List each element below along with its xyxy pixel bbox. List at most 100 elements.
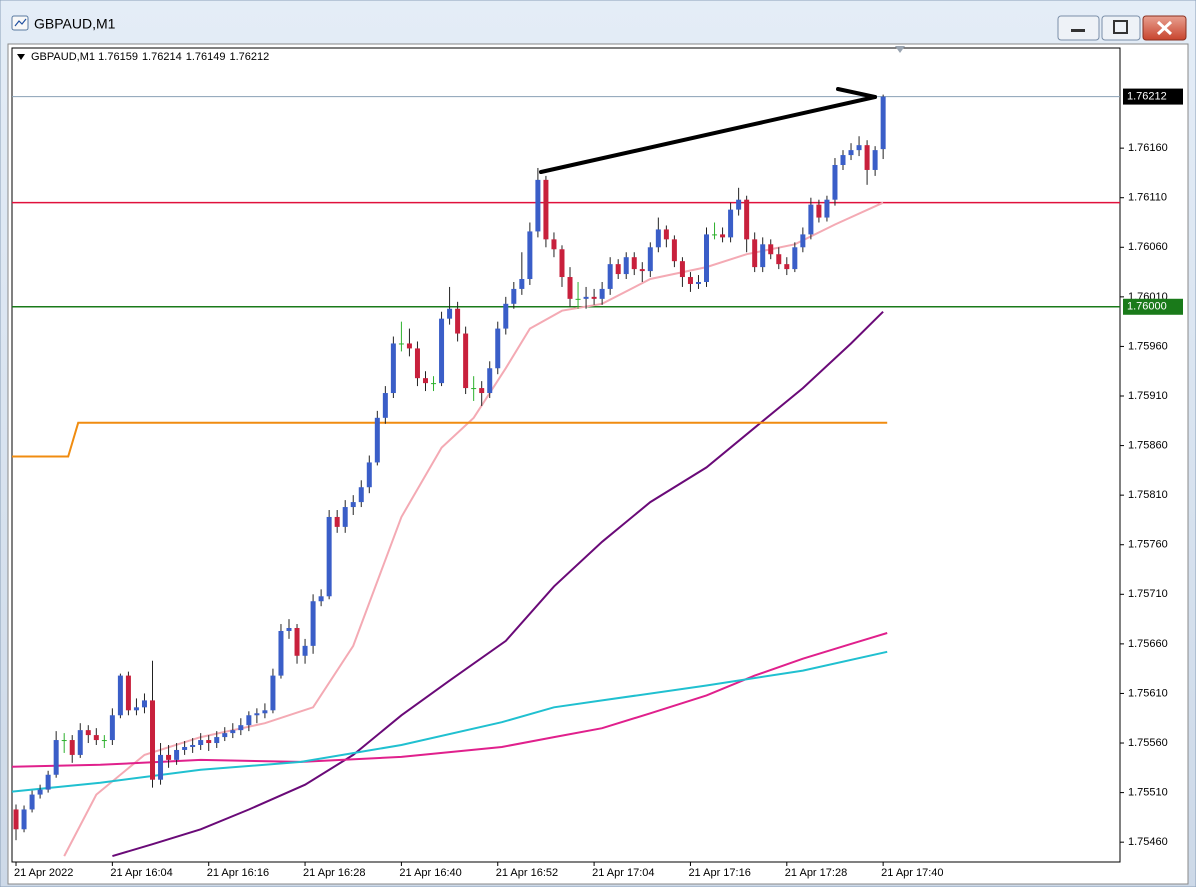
x-tick-label: 21 Apr 16:16 — [207, 867, 269, 879]
header-value: 1.76149 — [186, 51, 226, 63]
maximize-button[interactable] — [1101, 15, 1141, 41]
candle-body — [342, 507, 348, 527]
candle-body — [13, 809, 19, 830]
candle-body — [53, 740, 59, 775]
candle-body — [182, 746, 188, 750]
candle-body — [278, 630, 284, 676]
candle-body — [390, 343, 396, 394]
candle-body — [334, 516, 340, 527]
candle-body — [29, 794, 35, 810]
candle-body — [832, 164, 838, 200]
candle-body — [535, 179, 541, 232]
candle-body — [374, 417, 380, 463]
candle-body — [631, 257, 637, 270]
y-tick-label: 1.75760 — [1128, 539, 1168, 551]
level-label-box — [1123, 298, 1183, 315]
plot-area — [11, 47, 1121, 863]
candle-body — [800, 234, 806, 248]
chart-header: GBPAUD,M1 1.76159 1.76214 1.76149 1.76212 — [31, 51, 269, 63]
candle-body — [872, 150, 878, 170]
y-tick-label: 1.75960 — [1128, 340, 1168, 352]
candle-body — [655, 229, 661, 248]
candle-body — [712, 234, 718, 236]
candle-body — [350, 502, 356, 508]
x-tick-label: 21 Apr 16:52 — [496, 867, 558, 879]
candle-body — [198, 740, 204, 746]
candle-body — [728, 209, 734, 238]
candle-body — [85, 730, 91, 736]
candle-body — [768, 244, 774, 255]
axes: 1.75460 1.75510 1.75560 1.75610 1.75660 1.757… — [14, 88, 1183, 879]
candle-body — [77, 730, 83, 755]
candle-body — [150, 700, 156, 780]
x-tick-label: 21 Apr 17:04 — [592, 867, 654, 879]
x-tick-label: 21 Apr 2022 — [14, 867, 73, 879]
y-tick-label: 1.75660 — [1128, 638, 1168, 650]
y-tick-label: 1.75510 — [1128, 787, 1168, 799]
candle-body — [527, 231, 533, 280]
close-button[interactable] — [1142, 15, 1187, 41]
candle-body — [760, 244, 766, 268]
candle-body — [246, 715, 252, 726]
candle-body — [720, 234, 726, 238]
candle-body — [326, 516, 332, 597]
candle-body — [206, 740, 212, 744]
candle-body — [559, 249, 565, 278]
minimize-button[interactable] — [1057, 15, 1100, 41]
y-tick-label: 1.75610 — [1128, 687, 1168, 699]
candle-body — [158, 754, 164, 780]
candle-body — [230, 730, 236, 734]
y-tick-label: 1.75910 — [1128, 390, 1168, 402]
candle-body — [471, 388, 477, 390]
candle-body — [310, 601, 316, 646]
candle-body — [238, 725, 244, 731]
header-value: 1.76159 — [98, 51, 138, 63]
candle-body — [406, 343, 412, 349]
candle-body — [848, 150, 854, 156]
candle-body — [302, 645, 308, 656]
candle-body — [704, 234, 710, 282]
header-marker — [17, 54, 25, 60]
candle-body — [422, 378, 428, 384]
candle-body — [286, 628, 292, 631]
candle-body — [519, 279, 525, 289]
y-tick-label: 1.75460 — [1128, 836, 1168, 848]
candle-body — [880, 96, 886, 150]
candle-body — [45, 774, 51, 790]
x-tick-label: 21 Apr 16:28 — [303, 867, 365, 879]
candle-body — [431, 383, 437, 385]
candle-body — [752, 239, 758, 268]
candle-body — [503, 303, 509, 329]
candle-body — [776, 254, 782, 265]
candle-body — [117, 675, 123, 716]
trend-arrow — [539, 87, 877, 174]
candle-body — [487, 368, 493, 394]
candle-body — [101, 740, 107, 742]
chart-shift-marker — [895, 46, 905, 53]
candle-body — [736, 199, 742, 210]
candle-body — [294, 628, 300, 656]
candle-body — [382, 393, 388, 418]
candle-body — [166, 754, 172, 760]
x-tick-label: 21 Apr 17:16 — [688, 867, 750, 879]
candle-body — [366, 462, 372, 488]
candle-body — [133, 707, 139, 711]
y-tick-label: 1.75810 — [1128, 489, 1168, 501]
candle-body — [414, 348, 420, 379]
candle-body — [663, 229, 669, 240]
y-tick-label: 1.75560 — [1128, 737, 1168, 749]
candle-body — [824, 199, 830, 218]
y-tick-label: 1.75860 — [1128, 439, 1168, 451]
window-icon-glyph — [14, 18, 27, 27]
candle-body — [125, 675, 131, 711]
window-icon — [11, 15, 29, 31]
candle-body — [174, 749, 180, 760]
candle-body — [567, 277, 573, 299]
candle-body — [358, 487, 364, 503]
candle-body — [599, 288, 605, 299]
window-title: GBPAUD,M1 — [34, 16, 116, 32]
indicator-line — [12, 421, 888, 458]
level-label: 1.76000 — [1127, 301, 1167, 313]
candle-body — [447, 308, 453, 319]
